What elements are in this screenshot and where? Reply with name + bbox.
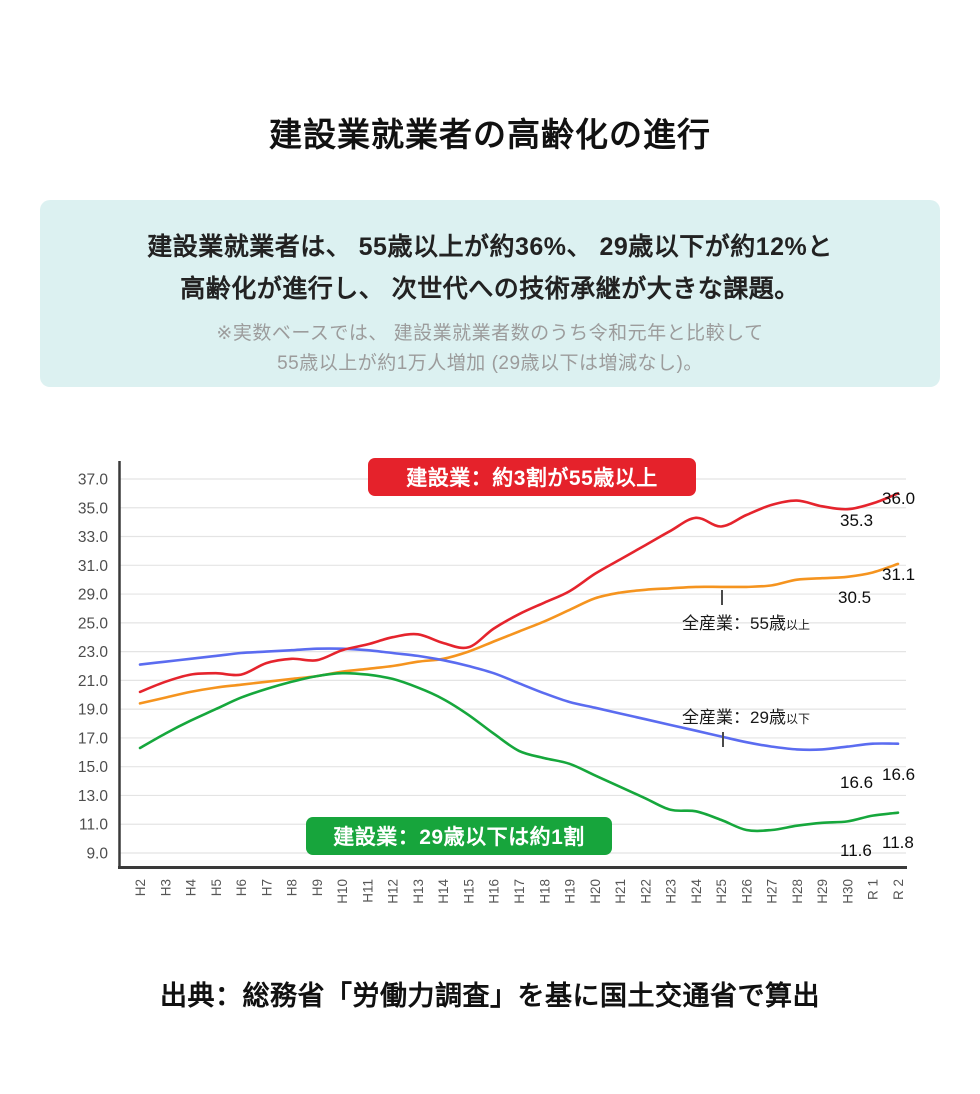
annotation-all-29-suffix: 以下 xyxy=(785,712,810,726)
annotation-all-industry-29: 全産業：29歳以下 xyxy=(646,703,846,728)
value-label-all55-r2: 31.1 xyxy=(882,565,916,584)
value-label-construction29-r1: 11.6 xyxy=(840,841,872,860)
series-line-0 xyxy=(138,492,900,694)
badge-construction-29: 建設業：29歳以下は約1割 xyxy=(306,817,612,855)
y-tick-label: 15.0 xyxy=(78,759,109,776)
y-tick-label: 11.0 xyxy=(79,817,108,834)
x-tick-label: H15 xyxy=(461,879,476,904)
y-tick-label: 33.0 xyxy=(78,529,109,546)
badge-construction-55: 建設業：約3割が55歳以上 xyxy=(368,458,696,496)
x-tick-label: H23 xyxy=(664,879,679,904)
x-tick-label: H17 xyxy=(512,879,527,904)
annotation-all-55-main: 全産業：55歳 xyxy=(682,614,786,633)
summary-note-2: 55歳以上が約1万人増加 (29歳以下は増減なし)。 xyxy=(277,353,703,374)
y-tick-label: 35.0 xyxy=(78,500,109,517)
series-line-1 xyxy=(138,562,900,705)
x-tick-label: H25 xyxy=(714,879,729,904)
pointer-tick-all-29 xyxy=(722,732,724,747)
y-tick-label: 31.0 xyxy=(78,558,109,575)
x-tick-label: H14 xyxy=(436,879,451,904)
x-tick-label: H30 xyxy=(840,879,855,904)
value-label-all29-r2: 16.6 xyxy=(882,765,916,784)
x-tick-label: H3 xyxy=(158,879,173,896)
value-label-all29-r1: 16.6 xyxy=(840,773,874,792)
x-tick-label: H27 xyxy=(765,879,780,904)
x-tick-label: H7 xyxy=(259,879,274,896)
value-label-all55-r1: 30.5 xyxy=(838,588,872,607)
y-tick-label: 19.0 xyxy=(78,702,109,719)
y-tick-label: 37.0 xyxy=(78,471,109,488)
annotation-all-29-main: 全産業：29歳 xyxy=(682,708,786,727)
x-tick-label: H2 xyxy=(133,879,148,896)
page-title: 建設業就業者の高齢化の進行 xyxy=(269,116,711,153)
y-tick-label: 9.0 xyxy=(86,846,108,863)
value-label-construction55-r1: 35.3 xyxy=(840,511,874,530)
x-tick-label: H20 xyxy=(588,879,603,904)
y-tick-label: 13.0 xyxy=(78,788,109,805)
x-tick-label: H26 xyxy=(739,879,754,904)
value-label-construction55-r2: 36.0 xyxy=(882,489,916,508)
x-tick-label: H5 xyxy=(209,879,224,896)
x-tick-label: H16 xyxy=(487,879,502,904)
y-tick-label: 17.0 xyxy=(78,730,109,747)
x-tick-label: H11 xyxy=(360,879,375,903)
x-tick-label: H22 xyxy=(638,879,653,904)
x-tick-label: H12 xyxy=(386,879,401,904)
x-tick-label: H18 xyxy=(537,879,552,904)
chart-canvas: 37.0 35.0 33.0 31.0 29.0 25.0 23.0 21.0 19.0 17.0… xyxy=(78,461,907,904)
x-tick-label: H6 xyxy=(234,879,249,896)
summary-box: 建設業就業者は、 55歳以上が約36%、 29歳以下が約12%と 高齢化が進行し… xyxy=(40,200,940,387)
y-tick-label: 25.0 xyxy=(78,615,109,632)
x-tick-label: H21 xyxy=(613,879,628,904)
x-tick-label: H13 xyxy=(411,879,426,904)
x-tick-label: H29 xyxy=(815,879,830,904)
x-tick-label: H4 xyxy=(184,879,199,897)
x-tick-label: R 1 xyxy=(866,879,881,900)
summary-line-1: 建設業就業者は、 55歳以上が約36%、 29歳以下が約12%と xyxy=(147,233,833,261)
x-tick-label: H24 xyxy=(689,879,704,904)
y-tick-label: 21.0 xyxy=(78,673,109,690)
x-tick-label: H28 xyxy=(790,879,805,904)
y-tick-label: 29.0 xyxy=(78,587,109,604)
x-tick-label: H9 xyxy=(310,879,325,896)
x-tick-label: H10 xyxy=(335,879,350,904)
summary-line-2: 高齢化が進行し、 次世代への技術承継が大きな課題。 xyxy=(180,275,800,303)
annotation-all-55-suffix: 以上 xyxy=(785,618,810,632)
x-tick-label: H19 xyxy=(563,879,578,904)
pointer-tick-all-55 xyxy=(721,590,723,605)
series-line-2 xyxy=(138,647,900,752)
series-line-3 xyxy=(138,671,900,833)
summary-note-1: ※実数ベースでは、 建設業就業者数のうち令和元年と比較して xyxy=(216,323,764,344)
age-ratio-line-chart: 37.0 35.0 33.0 31.0 29.0 25.0 23.0 21.0 19.0 17.0… xyxy=(0,435,980,935)
annotation-all-industry-55: 全産業：55歳以上 xyxy=(646,609,846,634)
source-caption: 出典：総務省「労働力調査」を基に国土交通省で算出 xyxy=(160,981,820,1011)
y-tick-label: 23.0 xyxy=(78,644,109,661)
x-tick-label: H8 xyxy=(285,879,300,896)
value-label-construction29-r2: 11.8 xyxy=(882,833,914,852)
x-tick-label: R 2 xyxy=(891,879,906,900)
